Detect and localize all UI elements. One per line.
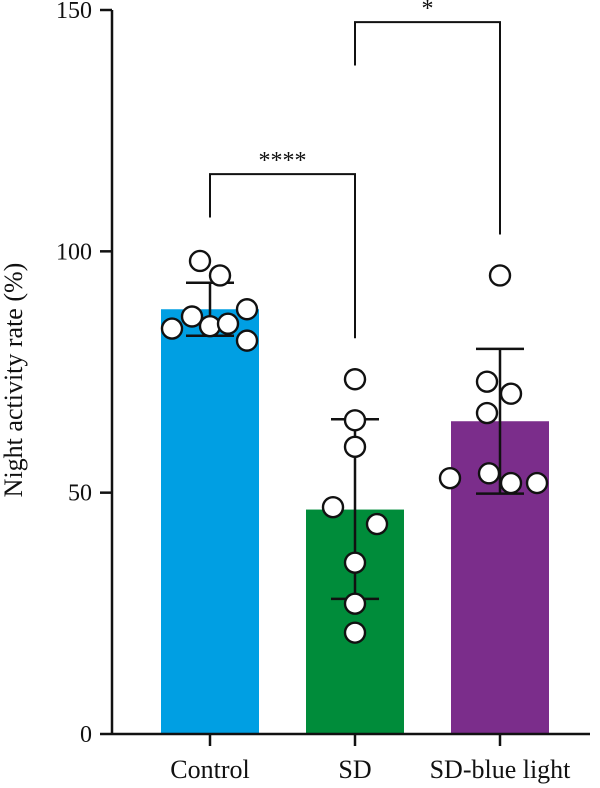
data-point <box>477 462 501 485</box>
y-tick-label: 150 <box>56 0 92 24</box>
data-point <box>343 621 367 644</box>
data-point <box>475 401 499 425</box>
data-point <box>180 305 204 328</box>
x-tick-label: Control <box>170 755 249 784</box>
data-point <box>343 435 367 459</box>
data-point <box>499 471 523 495</box>
significance-bracket <box>209 173 356 339</box>
data-point <box>365 512 389 536</box>
y-tick-label: 50 <box>68 481 92 507</box>
data-point <box>208 264 232 287</box>
significance-layer: ***** <box>209 0 501 339</box>
data-point <box>216 312 240 335</box>
significance-label: **** <box>259 148 307 174</box>
points-layer <box>160 249 549 644</box>
significance-label: * <box>422 0 434 22</box>
x-tick-label: SD-blue light <box>430 755 572 784</box>
data-point <box>343 368 367 391</box>
data-point <box>235 298 259 321</box>
y-axis-title: Night activity rate (%) <box>0 263 28 498</box>
data-point <box>198 314 222 338</box>
data-point <box>475 370 499 393</box>
data-point <box>488 264 512 287</box>
data-point <box>235 329 259 352</box>
axes-layer: 0 50 100 150 Control SD SD-blue light <box>56 0 590 784</box>
y-tick-label: 0 <box>80 722 92 748</box>
data-point <box>343 551 367 574</box>
data-point <box>343 592 367 615</box>
data-point <box>525 471 549 495</box>
data-point <box>188 249 212 273</box>
data-point <box>438 466 462 490</box>
data-point <box>160 317 184 340</box>
bar-control <box>161 309 259 734</box>
data-point <box>321 495 345 519</box>
data-point <box>499 382 523 405</box>
y-tick-label: 100 <box>56 239 92 265</box>
significance-bracket <box>354 21 501 235</box>
x-tick-label: SD <box>338 755 371 784</box>
data-point <box>343 409 367 432</box>
